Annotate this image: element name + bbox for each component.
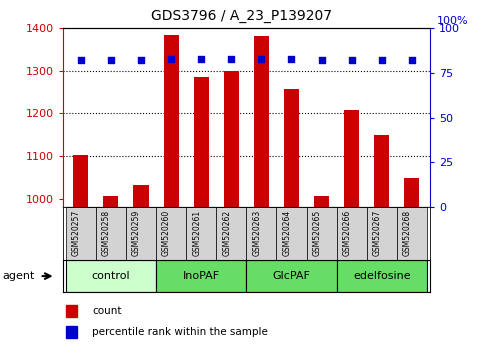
Bar bbox=[156, 260, 246, 292]
Text: percentile rank within the sample: percentile rank within the sample bbox=[92, 327, 268, 337]
Bar bbox=[186, 207, 216, 260]
Bar bbox=[397, 207, 427, 260]
Bar bbox=[224, 71, 239, 207]
Point bbox=[318, 58, 326, 63]
Bar bbox=[374, 135, 389, 207]
Bar bbox=[73, 155, 88, 207]
Text: GlcPAF: GlcPAF bbox=[272, 271, 311, 281]
Bar bbox=[404, 178, 419, 207]
Bar bbox=[344, 110, 359, 207]
Bar bbox=[66, 260, 156, 292]
Text: edelfosine: edelfosine bbox=[353, 271, 411, 281]
Text: control: control bbox=[92, 271, 130, 281]
Bar bbox=[156, 207, 186, 260]
Bar bbox=[337, 260, 427, 292]
Bar bbox=[103, 196, 118, 207]
Point bbox=[257, 56, 265, 62]
Text: GSM520263: GSM520263 bbox=[253, 210, 261, 256]
Bar bbox=[67, 305, 77, 317]
Bar bbox=[216, 207, 246, 260]
Text: GSM520257: GSM520257 bbox=[72, 210, 81, 256]
Point bbox=[408, 58, 416, 63]
Bar bbox=[246, 260, 337, 292]
Text: GSM520261: GSM520261 bbox=[192, 210, 201, 256]
Bar bbox=[96, 207, 126, 260]
Bar bbox=[367, 207, 397, 260]
Text: GSM520266: GSM520266 bbox=[342, 210, 352, 256]
Point bbox=[77, 58, 85, 63]
Bar bbox=[164, 35, 179, 207]
Bar bbox=[276, 207, 307, 260]
Bar bbox=[337, 207, 367, 260]
Text: GSM520264: GSM520264 bbox=[283, 210, 291, 256]
Bar bbox=[67, 326, 77, 338]
Bar bbox=[66, 207, 96, 260]
Point bbox=[227, 56, 235, 62]
Text: 100%: 100% bbox=[437, 16, 469, 25]
Bar bbox=[133, 185, 149, 207]
Text: GSM520262: GSM520262 bbox=[222, 210, 231, 256]
Point bbox=[348, 58, 355, 63]
Bar bbox=[246, 207, 276, 260]
Bar bbox=[254, 36, 269, 207]
Bar bbox=[194, 77, 209, 207]
Text: agent: agent bbox=[2, 271, 35, 281]
Text: count: count bbox=[92, 306, 122, 316]
Point bbox=[378, 58, 385, 63]
Bar bbox=[284, 89, 299, 207]
Text: GSM520267: GSM520267 bbox=[373, 210, 382, 256]
Bar bbox=[307, 207, 337, 260]
Text: GSM520260: GSM520260 bbox=[162, 210, 171, 256]
Text: GSM520259: GSM520259 bbox=[132, 210, 141, 256]
Point bbox=[107, 58, 115, 63]
Text: GSM520265: GSM520265 bbox=[313, 210, 322, 256]
Point bbox=[198, 56, 205, 62]
Bar bbox=[314, 196, 329, 207]
Bar bbox=[126, 207, 156, 260]
Text: GSM520268: GSM520268 bbox=[403, 210, 412, 256]
Point bbox=[287, 56, 295, 62]
Text: GDS3796 / A_23_P139207: GDS3796 / A_23_P139207 bbox=[151, 9, 332, 23]
Point bbox=[137, 58, 145, 63]
Point bbox=[167, 56, 175, 62]
Text: GSM520258: GSM520258 bbox=[102, 210, 111, 256]
Text: InoPAF: InoPAF bbox=[183, 271, 220, 281]
